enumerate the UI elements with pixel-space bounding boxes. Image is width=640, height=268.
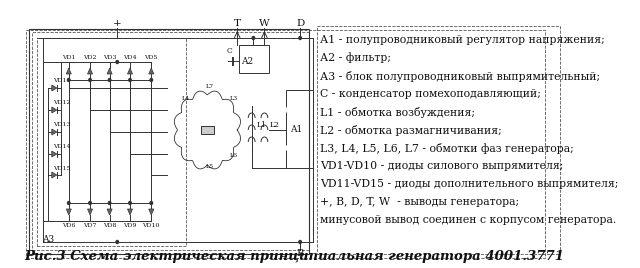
Text: L1: L1 — [257, 121, 267, 129]
Polygon shape — [88, 209, 93, 215]
Polygon shape — [127, 209, 132, 215]
Text: VD15: VD15 — [52, 166, 70, 170]
Text: VD1: VD1 — [62, 55, 76, 60]
Circle shape — [129, 202, 131, 204]
Text: L2 - обмотка размагничивания;: L2 - обмотка размагничивания; — [320, 125, 502, 136]
Circle shape — [116, 61, 118, 64]
Text: L3, L4, L5, L6, L7 - обмотки фаз генератора;: L3, L4, L5, L6, L7 - обмотки фаз генерат… — [320, 143, 573, 154]
Polygon shape — [52, 107, 57, 113]
Polygon shape — [127, 68, 132, 74]
Text: C: C — [227, 47, 232, 55]
Text: B: B — [296, 248, 304, 258]
Circle shape — [150, 79, 152, 81]
Text: VD14: VD14 — [52, 144, 70, 150]
Text: VD11: VD11 — [52, 79, 70, 84]
Text: VD1-VD10 - диоды силового выпрямителя;: VD1-VD10 - диоды силового выпрямителя; — [320, 161, 563, 171]
Polygon shape — [52, 151, 57, 157]
Circle shape — [108, 202, 111, 204]
Text: L2: L2 — [269, 121, 280, 129]
Text: Рис.3 Схема электрическая принципиальная генератора 4001.3771: Рис.3 Схема электрическая принципиальная… — [24, 250, 564, 263]
Polygon shape — [66, 209, 71, 215]
Text: минусовой вывод соединен с корпусом генератора.: минусовой вывод соединен с корпусом гене… — [320, 215, 616, 225]
Polygon shape — [52, 172, 57, 178]
Text: VD13: VD13 — [52, 122, 70, 128]
Bar — [32, 32, 308, 250]
Bar — [26, 30, 545, 258]
Text: D: D — [296, 18, 304, 28]
Polygon shape — [88, 68, 93, 74]
Text: А1 - полупроводниковый регулятор напряжения;: А1 - полупроводниковый регулятор напряже… — [320, 35, 604, 45]
Circle shape — [108, 79, 111, 81]
Polygon shape — [66, 68, 71, 74]
Circle shape — [89, 202, 92, 204]
Text: L6: L6 — [230, 153, 238, 158]
Circle shape — [284, 108, 287, 112]
Text: VD8: VD8 — [103, 223, 116, 228]
Circle shape — [284, 146, 287, 150]
Text: VD6: VD6 — [62, 223, 76, 228]
Text: VD4: VD4 — [124, 55, 137, 60]
Polygon shape — [52, 129, 57, 135]
Bar — [285, 90, 313, 168]
Circle shape — [67, 202, 70, 204]
Polygon shape — [52, 85, 57, 91]
Bar — [37, 38, 186, 246]
Bar — [200, 126, 214, 134]
Circle shape — [252, 36, 255, 39]
Text: A1: A1 — [290, 125, 302, 133]
Circle shape — [150, 202, 152, 204]
Text: +, B, D, T, W  - выводы генератора;: +, B, D, T, W - выводы генератора; — [320, 197, 519, 207]
Text: A2: A2 — [241, 57, 253, 65]
Text: VD12: VD12 — [52, 100, 70, 106]
Polygon shape — [107, 68, 112, 74]
Text: L7: L7 — [206, 84, 214, 90]
Circle shape — [89, 79, 92, 81]
Bar — [239, 45, 269, 73]
Text: VD9: VD9 — [124, 223, 137, 228]
Circle shape — [67, 79, 70, 81]
Circle shape — [299, 36, 301, 39]
Text: T: T — [234, 18, 241, 28]
Text: L3: L3 — [230, 96, 238, 101]
Polygon shape — [107, 209, 112, 215]
Text: VD11-VD15 - диоды дополнительного выпрямителя;: VD11-VD15 - диоды дополнительного выпрям… — [320, 179, 618, 189]
Text: VD5: VD5 — [145, 55, 158, 60]
Text: L5: L5 — [206, 165, 214, 169]
Text: С - конденсатор помехоподавляющий;: С - конденсатор помехоподавляющий; — [320, 89, 541, 99]
Polygon shape — [148, 68, 154, 74]
Text: А2 - фильтр;: А2 - фильтр; — [320, 53, 390, 64]
Text: A3: A3 — [42, 236, 54, 244]
Circle shape — [299, 240, 301, 244]
Text: VD10: VD10 — [143, 223, 160, 228]
Polygon shape — [148, 209, 154, 215]
Text: VD3: VD3 — [103, 55, 116, 60]
Text: VD7: VD7 — [83, 223, 97, 228]
Bar — [29, 29, 310, 254]
Bar — [317, 26, 559, 254]
Text: W: W — [259, 18, 269, 28]
Text: А3 - блок полупроводниковый выпрямительный;: А3 - блок полупроводниковый выпрямительн… — [320, 70, 600, 81]
Circle shape — [129, 79, 131, 81]
Circle shape — [116, 240, 118, 244]
Text: VD2: VD2 — [83, 55, 97, 60]
Text: +: + — [113, 18, 122, 28]
Text: L1 - обмотка возбуждения;: L1 - обмотка возбуждения; — [320, 106, 475, 117]
Text: L4: L4 — [182, 96, 190, 101]
